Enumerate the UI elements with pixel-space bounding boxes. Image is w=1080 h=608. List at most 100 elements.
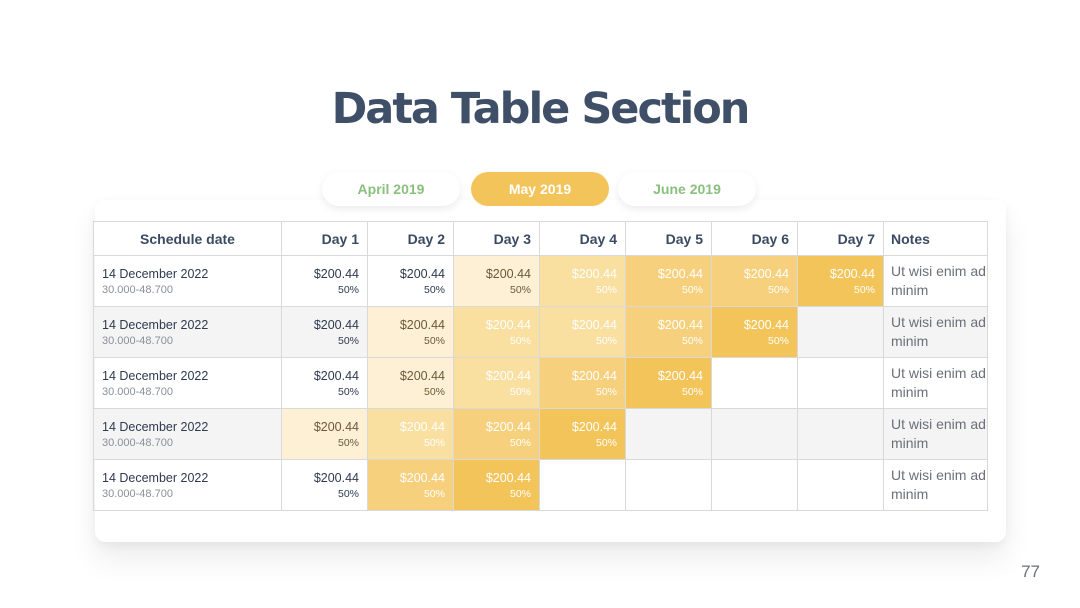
- day-amount: $200.44: [485, 470, 531, 485]
- day-amount: $200.44: [485, 317, 531, 332]
- day-2-cell: $200.44 50%: [367, 306, 454, 358]
- page-title: Data Table Section: [331, 84, 751, 134]
- table-row: 14 December 2022 30.000-48.700 $200.44 50% $…: [93, 357, 988, 409]
- schedule-date-cell: 14 December 2022 30.000-48.700: [93, 459, 282, 511]
- day-amount: $200.44: [399, 470, 445, 485]
- day-6-cell: $200.44 50%: [711, 255, 798, 307]
- day-6-cell: [711, 408, 798, 460]
- page-number: 77: [1021, 562, 1040, 581]
- day-7-cell: [797, 306, 884, 358]
- schedule-range: 30.000-48.700: [102, 385, 173, 398]
- day-percent: 50%: [681, 283, 703, 296]
- day-amount: $200.44: [313, 266, 359, 281]
- day-5-cell: [625, 459, 712, 511]
- table-header-row: Schedule date Day 1 Day 2 Day 3 Day 4 Da…: [93, 221, 988, 256]
- schedule-date-cell: 14 December 2022 30.000-48.700: [93, 408, 282, 460]
- day-amount: $200.44: [657, 368, 703, 383]
- day-amount: $200.44: [743, 317, 789, 332]
- day-1-cell: $200.44 50%: [281, 306, 368, 358]
- day-amount: $200.44: [657, 317, 703, 332]
- schedule-date: 14 December 2022: [102, 317, 209, 332]
- day-amount: $200.44: [571, 419, 617, 434]
- schedule-table: Schedule date Day 1 Day 2 Day 3 Day 4 Da…: [93, 221, 988, 511]
- day-4-cell: [539, 459, 626, 511]
- day-2-cell: $200.44 50%: [367, 255, 454, 307]
- notes-cell: Ut wisi enim ad minim: [883, 306, 988, 358]
- tab-june-2019[interactable]: June 2019: [618, 172, 756, 206]
- day-5-cell: $200.44 50%: [625, 357, 712, 409]
- day-amount: $200.44: [485, 419, 531, 434]
- day-6-cell: [711, 357, 798, 409]
- day-amount: $200.44: [399, 266, 445, 281]
- day-percent: 50%: [681, 385, 703, 398]
- day-3-cell: $200.44 50%: [453, 357, 540, 409]
- header-day-2: Day 2: [367, 221, 454, 256]
- day-3-cell: $200.44 50%: [453, 306, 540, 358]
- day-4-cell: $200.44 50%: [539, 357, 626, 409]
- day-amount: $200.44: [399, 317, 445, 332]
- day-percent: 50%: [509, 283, 531, 296]
- day-percent: 50%: [337, 487, 359, 500]
- day-7-cell: [797, 408, 884, 460]
- day-3-cell: $200.44 50%: [453, 459, 540, 511]
- notes-cell: Ut wisi enim ad minim: [883, 255, 988, 307]
- day-percent: 50%: [595, 436, 617, 449]
- day-3-cell: $200.44 50%: [453, 408, 540, 460]
- schedule-range: 30.000-48.700: [102, 334, 173, 347]
- day-amount: $200.44: [571, 317, 617, 332]
- day-percent: 50%: [509, 334, 531, 347]
- day-percent: 50%: [337, 283, 359, 296]
- day-percent: 50%: [595, 385, 617, 398]
- day-amount: $200.44: [743, 266, 789, 281]
- day-amount: $200.44: [571, 368, 617, 383]
- day-amount: $200.44: [399, 368, 445, 383]
- day-percent: 50%: [337, 334, 359, 347]
- day-7-cell: [797, 459, 884, 511]
- day-1-cell: $200.44 50%: [281, 255, 368, 307]
- day-percent: 50%: [423, 487, 445, 500]
- day-amount: $200.44: [313, 317, 359, 332]
- day-percent: 50%: [337, 385, 359, 398]
- day-5-cell: [625, 408, 712, 460]
- day-amount: $200.44: [399, 419, 445, 434]
- table-row: 14 December 2022 30.000-48.700 $200.44 50% $…: [93, 255, 988, 307]
- schedule-date: 14 December 2022: [102, 419, 209, 434]
- day-percent: 50%: [681, 334, 703, 347]
- schedule-date-cell: 14 December 2022 30.000-48.700: [93, 255, 282, 307]
- schedule-date-cell: 14 December 2022 30.000-48.700: [93, 306, 282, 358]
- day-percent: 50%: [509, 385, 531, 398]
- day-percent: 50%: [423, 334, 445, 347]
- notes-cell: Ut wisi enim ad minim: [883, 357, 988, 409]
- day-4-cell: $200.44 50%: [539, 255, 626, 307]
- day-amount: $200.44: [313, 419, 359, 434]
- header-day-4: Day 4: [539, 221, 626, 256]
- schedule-date: 14 December 2022: [102, 470, 209, 485]
- day-amount: $200.44: [485, 266, 531, 281]
- header-day-7: Day 7: [797, 221, 884, 256]
- header-day-1: Day 1: [281, 221, 368, 256]
- schedule-date: 14 December 2022: [102, 368, 209, 383]
- table-row: 14 December 2022 30.000-48.700 $200.44 50% $…: [93, 306, 988, 358]
- day-percent: 50%: [767, 283, 789, 296]
- day-7-cell: $200.44 50%: [797, 255, 884, 307]
- tab-may-2019[interactable]: May 2019: [471, 172, 609, 206]
- header-day-6: Day 6: [711, 221, 798, 256]
- schedule-range: 30.000-48.700: [102, 487, 173, 500]
- day-amount: $200.44: [313, 368, 359, 383]
- day-amount: $200.44: [485, 368, 531, 383]
- day-4-cell: $200.44 50%: [539, 408, 626, 460]
- day-percent: 50%: [509, 436, 531, 449]
- day-3-cell: $200.44 50%: [453, 255, 540, 307]
- day-1-cell: $200.44 50%: [281, 357, 368, 409]
- day-percent: 50%: [509, 487, 531, 500]
- day-percent: 50%: [423, 283, 445, 296]
- schedule-date-cell: 14 December 2022 30.000-48.700: [93, 357, 282, 409]
- notes-cell: Ut wisi enim ad minim: [883, 459, 988, 511]
- tab-april-2019[interactable]: April 2019: [322, 172, 460, 206]
- day-5-cell: $200.44 50%: [625, 306, 712, 358]
- day-6-cell: [711, 459, 798, 511]
- day-1-cell: $200.44 50%: [281, 408, 368, 460]
- day-amount: $200.44: [657, 266, 703, 281]
- day-amount: $200.44: [313, 470, 359, 485]
- header-day-5: Day 5: [625, 221, 712, 256]
